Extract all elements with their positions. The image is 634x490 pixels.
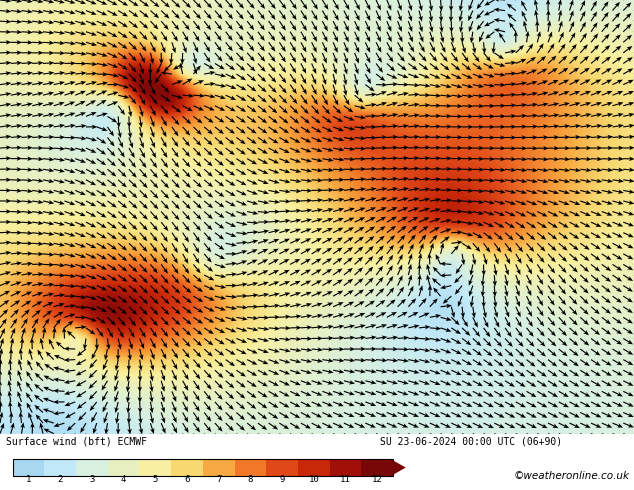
Text: 10: 10 [309,475,319,484]
Bar [298,460,330,476]
Text: 7: 7 [216,475,221,484]
Text: Surface wind (bft) ECMWF: Surface wind (bft) ECMWF [6,437,147,447]
Text: 2: 2 [58,475,63,484]
Bar [44,460,76,476]
Text: SU 23-06-2024 00:00 UTC (06+90): SU 23-06-2024 00:00 UTC (06+90) [380,437,562,447]
Bar [76,460,108,476]
Text: 12: 12 [372,475,382,484]
Bar [13,460,44,476]
Bar [266,460,298,476]
Bar [330,460,361,476]
Bar [108,460,139,476]
Bar [203,460,235,476]
Text: 8: 8 [248,475,253,484]
Bar [13,460,393,476]
Bar [235,460,266,476]
Text: ©weatheronline.co.uk: ©weatheronline.co.uk [513,471,629,481]
Text: 5: 5 [153,475,158,484]
Bar [171,460,203,476]
Text: 1: 1 [26,475,31,484]
Text: 6: 6 [184,475,190,484]
Bar [361,460,393,476]
Text: 4: 4 [121,475,126,484]
Text: 11: 11 [340,475,351,484]
Text: 9: 9 [280,475,285,484]
Text: 3: 3 [89,475,94,484]
Bar [139,460,171,476]
